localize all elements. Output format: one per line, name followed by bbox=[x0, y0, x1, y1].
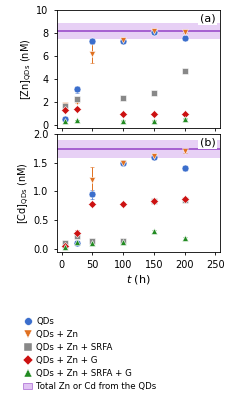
Text: (a): (a) bbox=[200, 14, 215, 24]
Y-axis label: [Zn]$_\mathregular{QDs}$ (nM): [Zn]$_\mathregular{QDs}$ (nM) bbox=[20, 38, 35, 100]
Text: (b): (b) bbox=[200, 138, 215, 148]
X-axis label: $t$ (h): $t$ (h) bbox=[126, 273, 151, 286]
Y-axis label: [Cd]$_\mathregular{QDs}$ (nM): [Cd]$_\mathregular{QDs}$ (nM) bbox=[17, 162, 32, 224]
Legend: QDs, QDs + Zn, QDs + Zn + SRFA, QDs + Zn + G, QDs + Zn + SRFA + G, Total Zn or C: QDs, QDs + Zn, QDs + Zn + SRFA, QDs + Zn… bbox=[22, 316, 157, 392]
Bar bbox=[57, 140, 220, 158]
Bar bbox=[57, 23, 220, 39]
